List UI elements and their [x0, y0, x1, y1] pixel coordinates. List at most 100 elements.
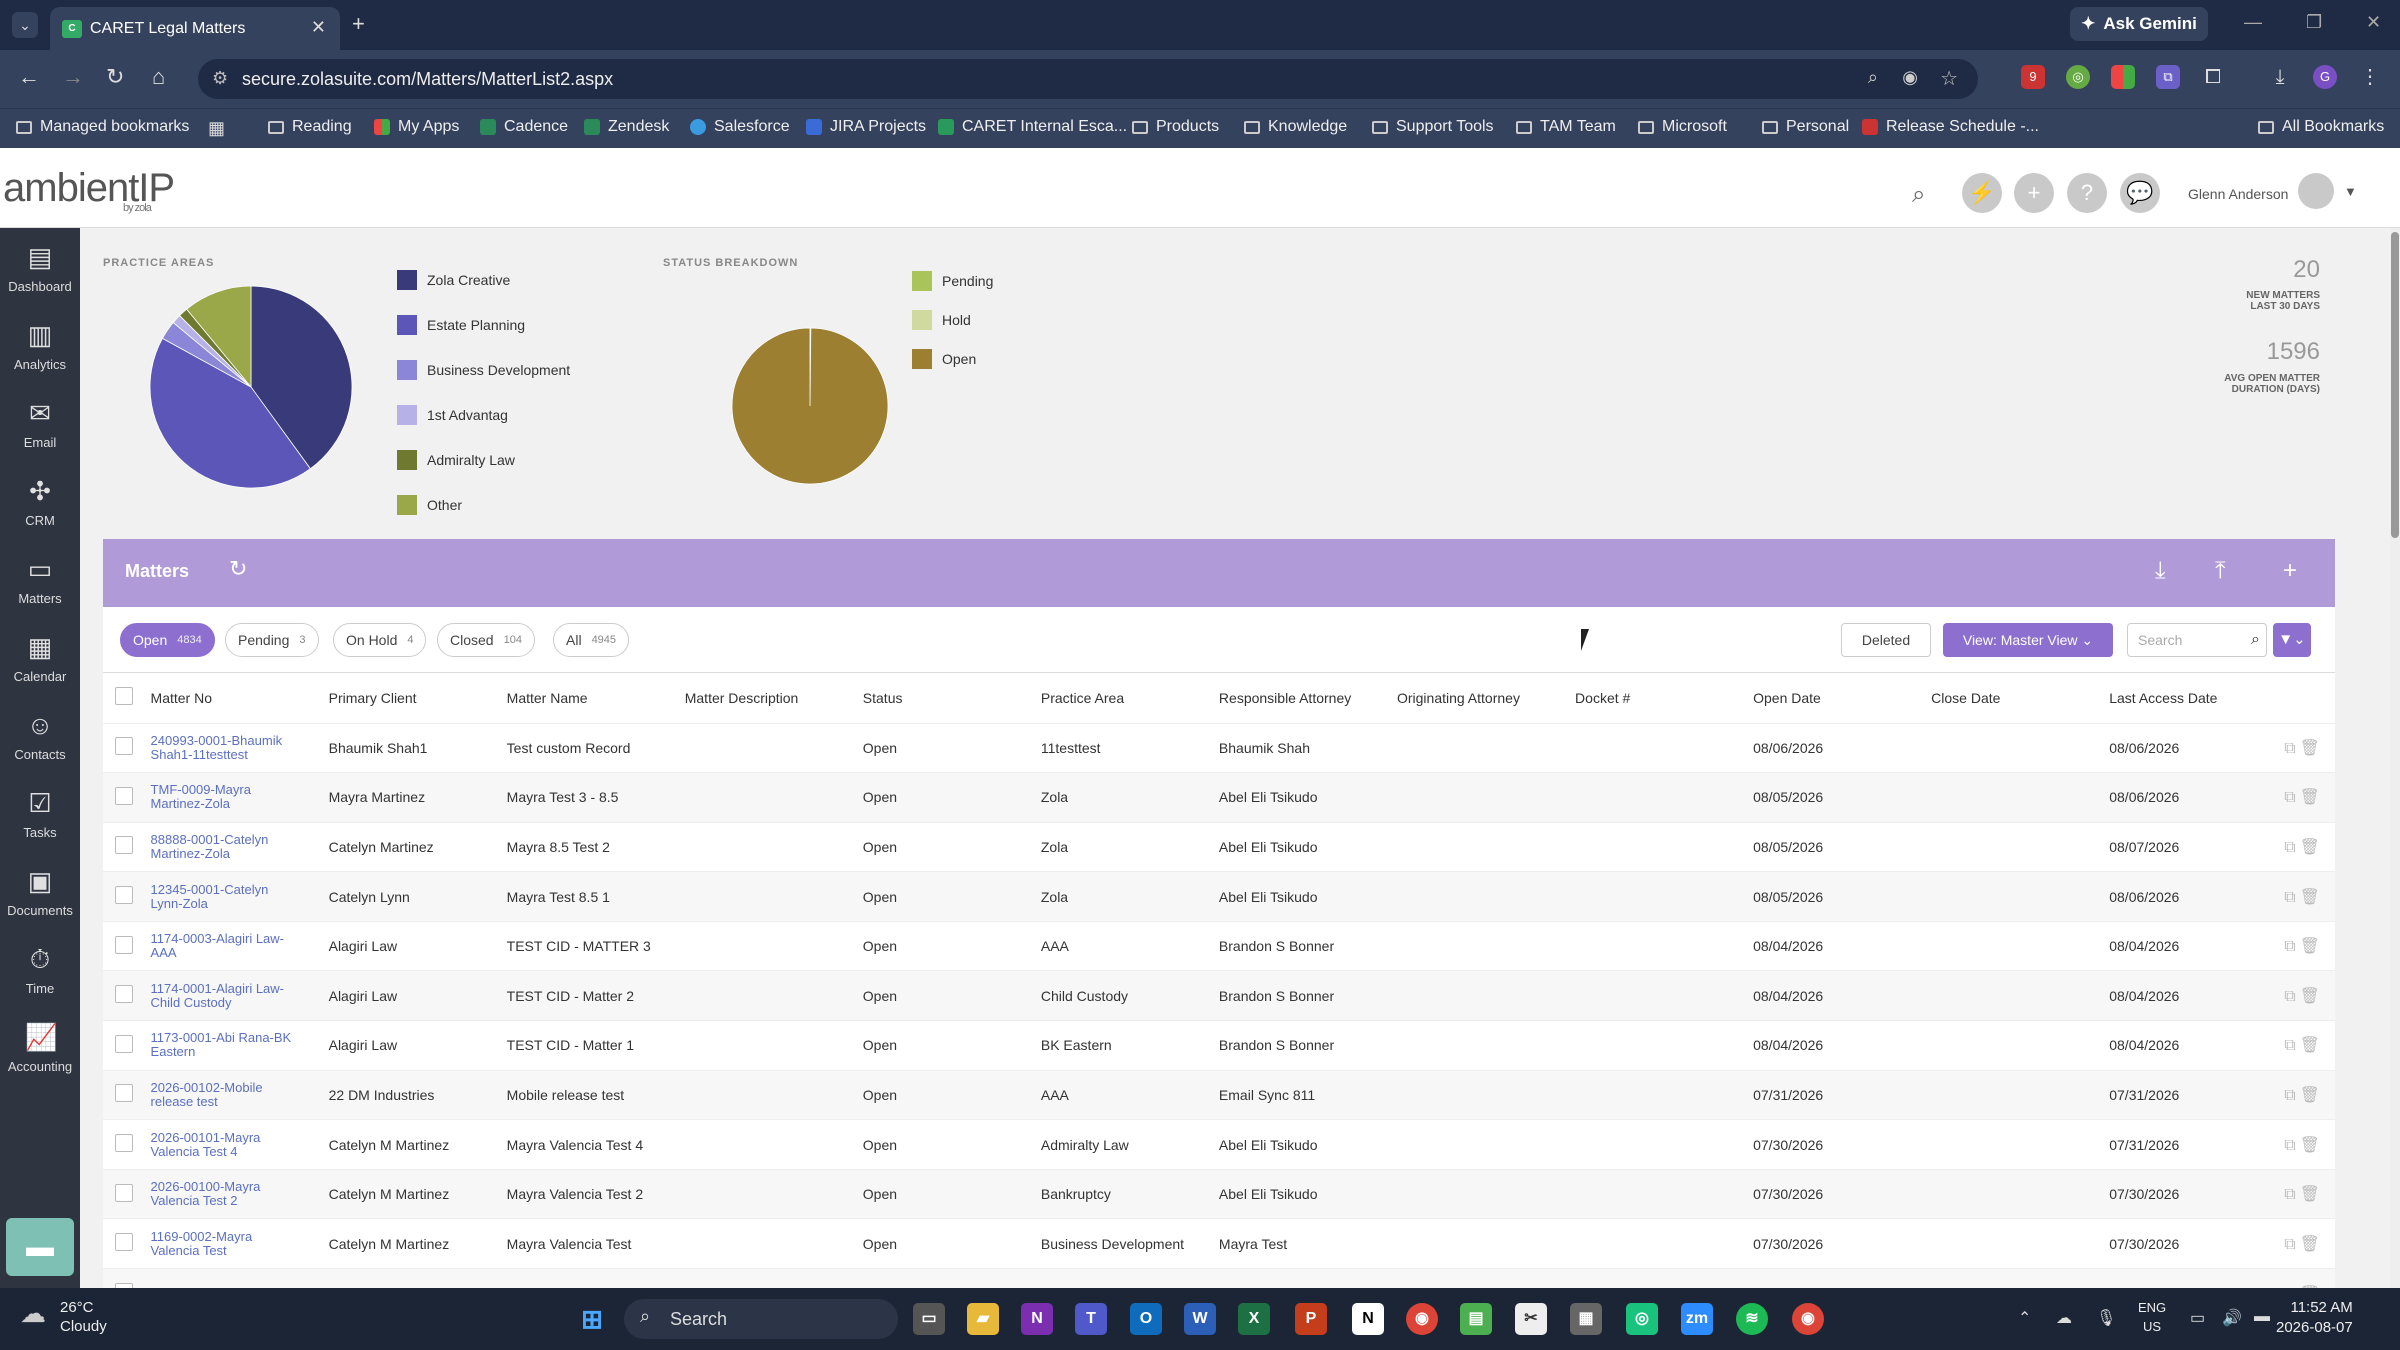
edit-icon[interactable]: ⧉ — [2284, 838, 2296, 856]
column-header[interactable]: Open Date — [1753, 689, 1821, 706]
add-matter-icon[interactable]: + — [2283, 557, 2298, 584]
language-indicator[interactable]: ENG US — [2138, 1298, 2166, 1336]
restore-icon[interactable]: ❐ — [2306, 12, 2323, 32]
bookmark-microsoft[interactable]: Microsoft — [1638, 118, 1727, 136]
chatgpt-icon[interactable]: ◎ — [1626, 1303, 1658, 1335]
legend-item[interactable]: 1st Advantag — [397, 405, 508, 425]
view-select-button[interactable]: View: Master View ⌄ — [1943, 623, 2113, 657]
microsoft-extension-icon[interactable] — [2111, 65, 2135, 89]
task-view-icon[interactable]: ▭ — [913, 1303, 945, 1335]
column-header[interactable]: Matter No — [150, 689, 213, 706]
matter-link[interactable]: 1173-0001-Abi Rana-BK Eastern — [150, 1030, 292, 1060]
delete-icon[interactable]: 🗑 — [2299, 1086, 2320, 1104]
matter-link[interactable]: 1174-0003-Alagiri Law-AAA — [150, 931, 284, 961]
ask-gemini-button[interactable]: ✦ Ask Gemini — [2070, 7, 2208, 41]
new-tab-icon[interactable]: + — [352, 11, 365, 36]
row-checkbox[interactable] — [115, 1183, 133, 1202]
reload-icon[interactable]: ↻ — [106, 64, 125, 89]
filter-on-hold[interactable]: On Hold 4 — [333, 623, 427, 657]
avatar[interactable] — [2298, 173, 2334, 209]
windows-start-icon[interactable]: ⊞ — [581, 1304, 603, 1334]
browser-tab[interactable]: C CARET Legal Matters ✕ — [50, 7, 340, 50]
bolt-icon[interactable]: ⚡ — [1962, 173, 2002, 213]
search-icon[interactable]: ⌕ — [1912, 181, 1926, 208]
row-checkbox[interactable] — [115, 1134, 133, 1153]
minimize-icon[interactable]: — — [2244, 12, 2262, 32]
edit-icon[interactable]: ⧉ — [2284, 1286, 2295, 1288]
delete-icon[interactable]: 🗑 — [2299, 1136, 2320, 1154]
apps-grid-icon[interactable]: ▦ — [208, 118, 226, 138]
edit-icon[interactable]: ⧉ — [2284, 938, 2296, 956]
legend-item[interactable]: Estate Planning — [397, 315, 525, 335]
clock[interactable]: 11:52 AM 2026-08-07 — [2276, 1298, 2353, 1338]
delete-icon[interactable]: 🗑 — [2299, 888, 2320, 906]
edit-icon[interactable]: ⧉ — [2284, 1037, 2296, 1055]
legend-item[interactable]: Other — [397, 495, 462, 515]
matter-link[interactable]: 1174-0001-Alagiri Law-Child Custody — [150, 980, 284, 1010]
bookmark-jira[interactable]: JIRA Projects — [806, 118, 926, 136]
table-row[interactable]: 1169-0002-Mayra Valencia Test Catelyn M M… — [103, 1218, 2335, 1269]
close-tab-icon[interactable]: ✕ — [310, 17, 326, 37]
extensions-puzzle-icon[interactable]: ⧠ — [2205, 66, 2221, 88]
forward-icon[interactable]: → — [62, 64, 84, 89]
legend-item[interactable]: Hold — [912, 310, 971, 330]
search-icon[interactable]: ⌕ — [2251, 631, 2260, 648]
table-row[interactable]: 240993-0001-Bhaumik Shah1-11testtest Bhau… — [103, 723, 2335, 773]
onedrive-icon[interactable]: ☁ — [2056, 1310, 2072, 1327]
edit-icon[interactable]: ⧉ — [2284, 987, 2296, 1005]
delete-icon[interactable]: 🗑 — [2299, 1235, 2320, 1253]
column-header[interactable]: Responsible Attorney — [1218, 689, 1352, 706]
sidebar-item-email[interactable]: ✉ Email — [0, 384, 80, 462]
row-checkbox[interactable] — [115, 1233, 133, 1252]
table-row[interactable]: TMF-0009-Mayra Martinez-Zola Mayra Martin… — [103, 772, 2335, 823]
notepad-icon[interactable]: ▤ — [1460, 1303, 1492, 1335]
row-checkbox[interactable] — [115, 1084, 133, 1103]
deleted-button[interactable]: Deleted — [1841, 623, 1931, 657]
select-all-checkbox[interactable] — [115, 687, 133, 706]
bookmark-star-icon[interactable]: ☆ — [1940, 68, 1958, 90]
bookmark-knowledge[interactable]: Knowledge — [1244, 118, 1347, 136]
legend-item[interactable]: Open — [912, 349, 976, 369]
sidebar-item-dashboard[interactable]: ▤ Dashboard — [0, 228, 80, 306]
bookmark-salesforce[interactable]: Salesforce — [690, 118, 790, 136]
site-info-icon[interactable]: ⚙ — [212, 68, 229, 88]
filter-open[interactable]: Open 4834 — [120, 623, 215, 657]
table-row[interactable]: Tanihu, Issaka-Delivery Issaka TanihuDeli… — [103, 1268, 2335, 1288]
spotify-icon[interactable]: ≋ — [1736, 1303, 1768, 1335]
eye-icon[interactable]: ◉ — [1902, 67, 1918, 87]
column-header[interactable]: Primary Client — [328, 689, 417, 706]
legend-item[interactable]: Admiralty Law — [397, 450, 515, 470]
matter-link[interactable]: 1169-0002-Mayra Valencia Test — [150, 1228, 253, 1258]
filter-pending[interactable]: Pending 3 — [225, 623, 319, 657]
live-chat-icon[interactable]: ▬ — [6, 1218, 74, 1276]
zoom-icon[interactable]: zm — [1681, 1303, 1713, 1335]
ambientip-logo[interactable]: ambientIP by zola — [3, 166, 175, 214]
column-header[interactable]: Matter Name — [506, 689, 588, 706]
chat-icon[interactable]: 💬 — [2120, 173, 2160, 213]
add-icon[interactable]: + — [2014, 173, 2054, 213]
matter-link[interactable]: 88888-0001-Catelyn Martinez-Zola — [150, 831, 269, 861]
filter-all[interactable]: All 4945 — [553, 623, 630, 657]
table-row[interactable]: 2026-00100-Mayra Valencia Test 2 Catelyn … — [103, 1169, 2335, 1219]
table-row[interactable]: 1174-0001-Alagiri Law-Child Custody Alagi… — [103, 970, 2335, 1021]
sidebar-item-matters[interactable]: ▭ Matters — [0, 540, 80, 618]
chevron-down-icon[interactable]: ▼ — [2344, 184, 2357, 199]
teams-icon[interactable]: T — [1075, 1303, 1107, 1335]
row-checkbox[interactable] — [115, 737, 133, 756]
snipping-tool-icon[interactable]: ✂ — [1515, 1303, 1547, 1335]
bookmark-support-tools[interactable]: Support Tools — [1372, 118, 1494, 136]
legend-item[interactable]: Business Development — [397, 360, 570, 380]
column-header[interactable]: Docket # — [1575, 689, 1631, 706]
refresh-icon[interactable]: ↻ — [229, 556, 248, 581]
sidebar-item-contacts[interactable]: ☺ Contacts — [0, 696, 80, 774]
bookmark-personal[interactable]: Personal — [1762, 118, 1849, 136]
pie-slice-open[interactable] — [731, 327, 889, 485]
table-row[interactable]: 88888-0001-Catelyn Martinez-Zola Catelyn … — [103, 822, 2335, 872]
tab-search-icon[interactable]: ⌄ — [12, 12, 38, 38]
table-row[interactable]: 1173-0001-Abi Rana-BK Eastern Alagiri Law… — [103, 1020, 2335, 1071]
delete-icon[interactable]: 🗑 — [2299, 838, 2320, 856]
sidebar-item-accounting[interactable]: 📈 Accounting — [0, 1008, 80, 1086]
chrome-icon[interactable]: ◉ — [1406, 1303, 1438, 1335]
edit-icon[interactable]: ⧉ — [2284, 1186, 2296, 1204]
sidebar-item-time[interactable]: ⏱ Time — [0, 930, 80, 1008]
